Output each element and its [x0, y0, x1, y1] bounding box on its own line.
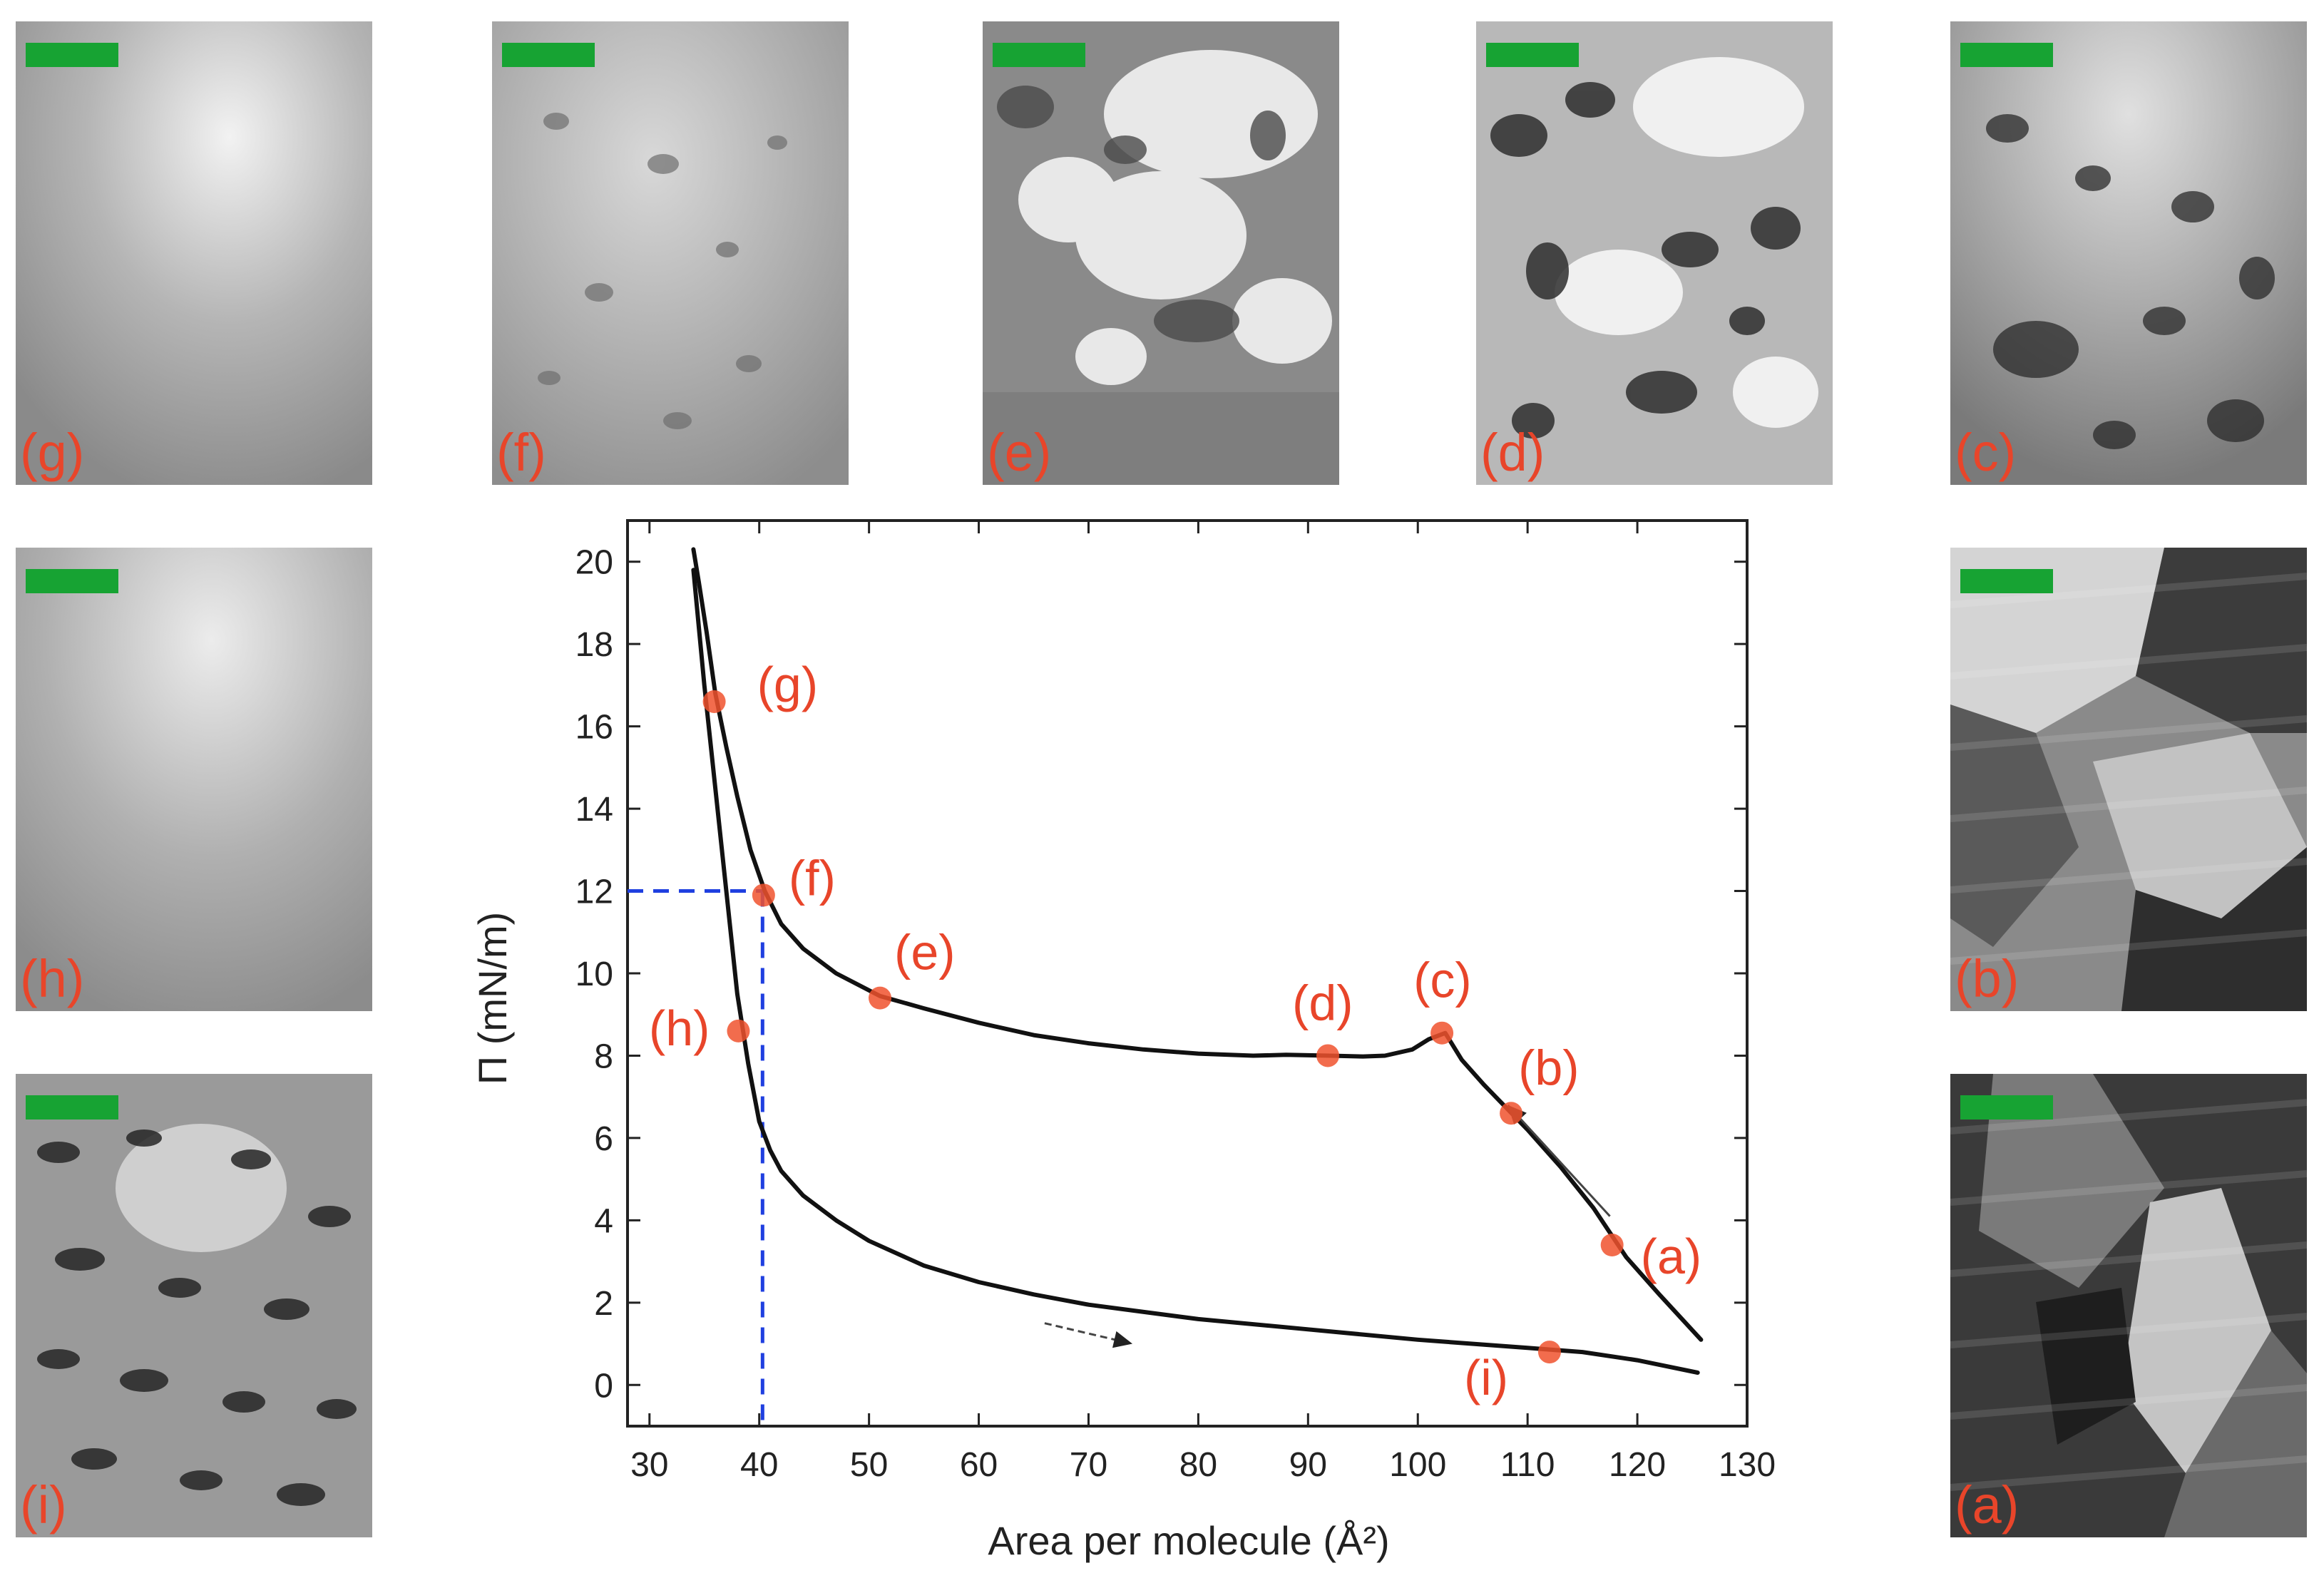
panel-label-h: (h): [20, 949, 85, 1008]
point-marker-h: [727, 1019, 750, 1042]
micrograph-i-image: [16, 1074, 372, 1537]
micrograph-b: (b): [1950, 548, 2307, 1011]
scale-bar: [1960, 43, 2053, 67]
point-label-d: (d): [1292, 975, 1353, 1030]
y-tick-label-20: 20: [575, 544, 613, 582]
x-tick-label-90: 90: [1289, 1446, 1327, 1484]
micrograph-h: (h): [16, 548, 372, 1011]
panel-label-c: (c): [1955, 423, 2017, 482]
panel-label-b: (b): [1955, 949, 2020, 1008]
expansion-direction-head: [1112, 1331, 1133, 1348]
micrograph-h-image: [16, 548, 372, 1011]
y-tick-label-2: 2: [594, 1285, 613, 1323]
scale-bar: [1960, 569, 2053, 593]
point-label-h: (h): [649, 1000, 710, 1056]
y-tick-label-14: 14: [575, 791, 613, 829]
micrograph-g: (g): [16, 21, 372, 485]
point-label-i: (i): [1464, 1350, 1508, 1405]
point-marker-g: [702, 690, 726, 713]
micrograph-c-image: [1950, 21, 2307, 485]
micrograph-i: (i): [16, 1074, 372, 1537]
x-tick-label-30: 30: [630, 1446, 668, 1484]
panel-label-e: (e): [987, 423, 1052, 482]
x-axis-label: Area per molecule (Å²): [988, 1518, 1389, 1563]
micrograph-e-image: [983, 21, 1339, 485]
y-tick-label-12: 12: [575, 874, 613, 911]
panel-label-f: (f): [496, 423, 546, 482]
series-compression: [691, 547, 1704, 1342]
compression-direction-shaft: [1507, 1104, 1611, 1217]
panel-label-d: (d): [1480, 423, 1545, 482]
axis-ticks: 30 40 50 60 70 80 90 100 110 120 130 0 2 4 6 8 10 12 14 16 1…: [575, 521, 1776, 1484]
x-tick-label-130: 130: [1719, 1446, 1776, 1484]
point-label-a: (a): [1641, 1229, 1702, 1284]
scale-bar: [993, 43, 1085, 67]
x-tick-label-40: 40: [740, 1446, 778, 1484]
point-label-b: (b): [1518, 1040, 1580, 1095]
y-tick-label-16: 16: [575, 709, 613, 747]
micrograph-c: (c): [1950, 21, 2307, 485]
isotherm-curves: [691, 547, 1704, 1375]
micrograph-f: (f): [492, 21, 849, 485]
point-marker-b: [1500, 1102, 1523, 1125]
y-tick-label-18: 18: [575, 626, 613, 664]
scale-bar: [502, 43, 595, 67]
scale-bar: [1960, 1095, 2053, 1120]
y-tick-label-0: 0: [594, 1367, 613, 1405]
micrograph-d: (d): [1476, 21, 1833, 485]
x-tick-label-70: 70: [1070, 1446, 1107, 1484]
scale-bar: [1486, 43, 1579, 67]
micrograph-d-image: [1476, 21, 1833, 485]
x-tick-label-60: 60: [960, 1446, 998, 1484]
x-tick-label-110: 110: [1500, 1446, 1555, 1484]
scale-bar: [26, 569, 118, 593]
scale-bar: [26, 43, 118, 67]
scale-bar: [26, 1095, 118, 1120]
point-label-g: (g): [757, 657, 819, 712]
point-label-c: (c): [1413, 953, 1472, 1008]
micrograph-a-image: [1950, 1074, 2307, 1537]
y-tick-label-6: 6: [594, 1120, 613, 1158]
micrograph-a: (a): [1950, 1074, 2307, 1537]
guide-lines: [628, 889, 764, 1426]
point-marker-a: [1600, 1234, 1624, 1256]
y-tick-label-8: 8: [594, 1038, 613, 1075]
micrograph-f-image: [492, 21, 849, 485]
micrograph-e: (e): [983, 21, 1339, 485]
micrograph-b-image: [1950, 548, 2307, 1011]
marked-points: (a) (b) (c) (d) (e) (f) (g) (h) (i): [649, 657, 1701, 1405]
x-tick-label-50: 50: [850, 1446, 888, 1484]
isotherm-chart: 30 40 50 60 70 80 90 100 110 120 130 0 2 4 6 8 10 12 14 16 1…: [470, 519, 1776, 1563]
micrograph-g-image: [16, 21, 372, 485]
point-marker-e: [869, 986, 892, 1010]
x-tick-label-120: 120: [1609, 1446, 1666, 1484]
panel-label-g: (g): [20, 423, 85, 482]
point-marker-d: [1316, 1044, 1340, 1067]
x-tick-label-100: 100: [1389, 1446, 1446, 1484]
series-expansion: [691, 568, 1700, 1375]
x-tick-label-80: 80: [1179, 1446, 1217, 1484]
point-marker-c: [1430, 1021, 1454, 1045]
y-axis-label: Π (mN/m): [470, 912, 515, 1085]
panel-label-a: (a): [1955, 1475, 2020, 1535]
y-tick-label-4: 4: [594, 1202, 613, 1240]
point-marker-f: [752, 883, 775, 907]
panel-label-i: (i): [20, 1475, 67, 1535]
point-label-e: (e): [894, 925, 956, 980]
y-tick-label-10: 10: [575, 956, 613, 993]
point-marker-i: [1537, 1341, 1561, 1364]
point-label-f: (f): [789, 850, 836, 906]
